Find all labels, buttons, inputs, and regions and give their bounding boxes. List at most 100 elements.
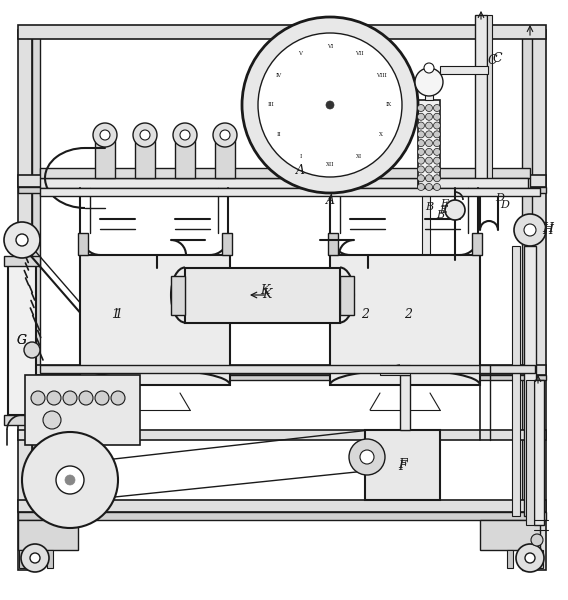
Bar <box>4 256 40 266</box>
Circle shape <box>516 544 544 572</box>
Text: E: E <box>439 205 447 215</box>
Text: A: A <box>325 193 335 206</box>
Text: F: F <box>398 458 406 472</box>
Circle shape <box>433 131 441 138</box>
Text: B: B <box>436 210 444 220</box>
Text: VI: VI <box>327 43 333 49</box>
Circle shape <box>30 553 40 563</box>
Circle shape <box>417 166 424 173</box>
Bar <box>475 15 487 180</box>
Circle shape <box>425 131 432 138</box>
Circle shape <box>326 101 334 109</box>
Circle shape <box>140 130 150 140</box>
Bar <box>222 233 232 255</box>
Circle shape <box>424 63 434 73</box>
Circle shape <box>425 113 432 120</box>
Bar <box>40 188 540 196</box>
Circle shape <box>433 122 441 129</box>
Text: X: X <box>379 132 383 137</box>
Circle shape <box>433 166 441 173</box>
Text: 1: 1 <box>114 308 122 322</box>
Circle shape <box>258 33 402 177</box>
Bar <box>18 25 546 39</box>
Bar <box>380 365 410 375</box>
Text: II: II <box>277 132 281 137</box>
Circle shape <box>433 157 441 164</box>
Text: 1: 1 <box>111 308 119 322</box>
Circle shape <box>425 148 432 155</box>
Bar <box>507 550 513 568</box>
Bar <box>25 375 140 445</box>
Bar <box>480 520 540 550</box>
Bar <box>537 550 543 568</box>
Circle shape <box>24 342 40 358</box>
Text: IV: IV <box>276 73 282 78</box>
Circle shape <box>425 166 432 173</box>
Bar <box>215 138 235 178</box>
Circle shape <box>22 432 118 528</box>
Circle shape <box>514 214 546 246</box>
Bar <box>18 520 78 550</box>
Text: H: H <box>542 221 553 235</box>
Circle shape <box>93 123 117 147</box>
Circle shape <box>531 534 543 546</box>
Bar <box>135 138 155 178</box>
Circle shape <box>417 175 424 182</box>
Circle shape <box>180 130 190 140</box>
Text: IX: IX <box>386 103 392 107</box>
Text: D: D <box>495 193 504 203</box>
Bar <box>40 178 530 188</box>
Bar <box>18 375 546 380</box>
Bar <box>78 233 88 255</box>
Text: E: E <box>440 199 448 209</box>
Circle shape <box>425 184 432 191</box>
Circle shape <box>433 184 441 191</box>
Circle shape <box>433 140 441 146</box>
Circle shape <box>425 104 432 112</box>
Circle shape <box>417 122 424 129</box>
Circle shape <box>417 184 424 191</box>
Circle shape <box>133 123 157 147</box>
Text: G: G <box>17 334 27 346</box>
Bar <box>32 30 40 570</box>
Circle shape <box>43 411 61 429</box>
Bar <box>40 365 535 373</box>
Circle shape <box>425 140 432 146</box>
Circle shape <box>425 175 432 182</box>
Bar <box>400 375 410 430</box>
Bar <box>425 82 433 100</box>
Circle shape <box>100 130 110 140</box>
Text: XI: XI <box>357 154 362 158</box>
Circle shape <box>417 131 424 138</box>
Text: C: C <box>487 53 497 67</box>
Circle shape <box>415 68 443 96</box>
Bar <box>171 276 185 315</box>
Bar <box>18 365 546 375</box>
Text: XII: XII <box>326 161 334 166</box>
Text: A: A <box>295 163 304 176</box>
Circle shape <box>417 157 424 164</box>
Text: 2: 2 <box>404 308 412 322</box>
Bar <box>440 66 488 74</box>
Text: F: F <box>399 460 407 473</box>
Circle shape <box>445 200 465 220</box>
Bar <box>422 195 430 275</box>
Text: H: H <box>542 223 553 236</box>
Bar <box>47 550 53 568</box>
Circle shape <box>360 450 374 464</box>
Bar <box>18 430 546 440</box>
Bar <box>512 246 520 516</box>
Circle shape <box>525 553 535 563</box>
Circle shape <box>433 104 441 112</box>
Text: K: K <box>260 283 270 296</box>
Circle shape <box>417 140 424 146</box>
Bar <box>4 415 40 425</box>
Circle shape <box>433 148 441 155</box>
Text: VII: VII <box>355 52 364 56</box>
Text: V: V <box>299 52 303 56</box>
Text: G: G <box>17 334 27 346</box>
Bar <box>328 233 338 255</box>
Text: I: I <box>299 154 302 158</box>
Circle shape <box>524 224 536 236</box>
Circle shape <box>417 113 424 120</box>
